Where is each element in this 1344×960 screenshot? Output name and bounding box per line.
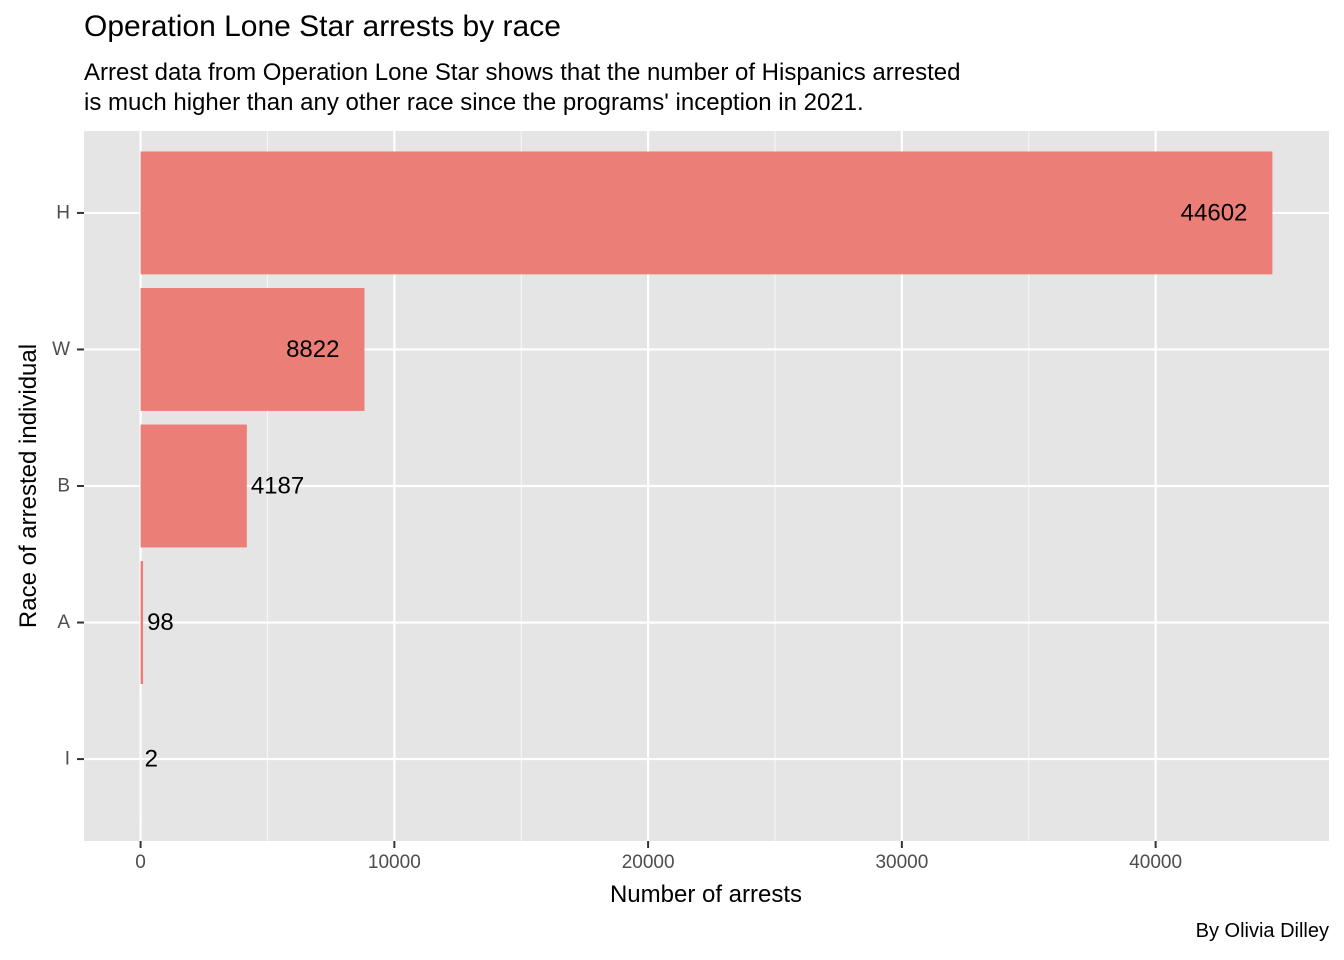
y-tick-label-H: H: [56, 202, 70, 223]
bar-labels: 44602 8822 4187 98 2: [145, 199, 1248, 772]
y-axis-title: Race of arrested individual: [15, 344, 42, 628]
x-tick-label: 20000: [622, 852, 675, 873]
data-label-W: 8822: [286, 336, 339, 363]
bar-B: [140, 424, 247, 548]
x-tick-label: 40000: [1129, 852, 1182, 873]
y-tick-label-A: A: [57, 612, 70, 633]
bars: [140, 151, 1273, 821]
x-tick-label: 30000: [875, 852, 928, 873]
data-label-I: 2: [145, 746, 158, 773]
y-tick-label-B: B: [57, 476, 70, 497]
bar-H: [140, 151, 1273, 275]
chart-caption: By Olivia Dilley: [1195, 920, 1329, 942]
data-label-A: 98: [147, 609, 174, 636]
y-axis: H W B A I: [52, 202, 84, 770]
data-label-B: 4187: [251, 473, 304, 500]
data-label-H: 44602: [1181, 199, 1248, 226]
chart-subtitle: Arrest data from Operation Lone Star sho…: [84, 58, 960, 118]
x-tick-label: 10000: [368, 852, 421, 873]
y-tick-label-W: W: [52, 339, 70, 360]
x-axis: 0 10000 20000 30000 40000: [135, 841, 1182, 873]
y-tick-label-I: I: [65, 749, 70, 770]
chart-subtitle-line-2: is much higher than any other race since…: [84, 89, 864, 116]
x-axis-title: Number of arrests: [610, 881, 802, 908]
chart-subtitle-line-1: Arrest data from Operation Lone Star sho…: [84, 59, 961, 86]
chart-title: Operation Lone Star arrests by race: [84, 10, 561, 43]
bar-W: [140, 288, 365, 411]
bar-A: [140, 561, 144, 684]
x-tick-label: 0: [135, 852, 146, 873]
